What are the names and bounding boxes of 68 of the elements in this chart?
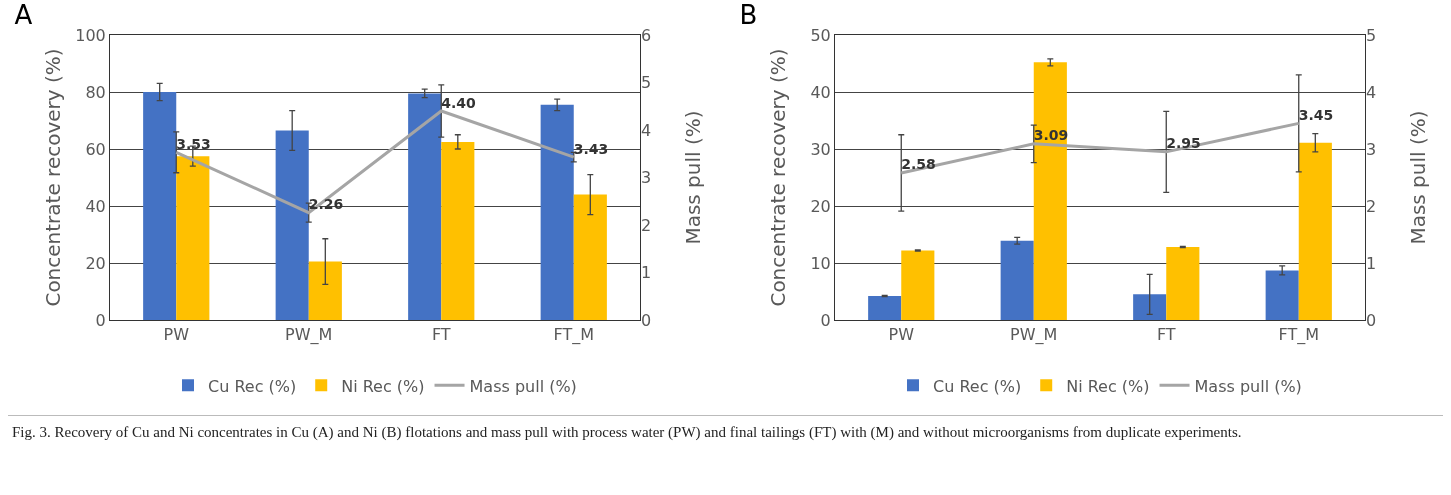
bar	[573, 194, 607, 320]
data-label: 3.45	[1298, 106, 1334, 123]
x-tick-label: FT	[431, 325, 451, 345]
y2-axis-title: Mass pull (%)	[1406, 110, 1430, 245]
bar	[901, 250, 935, 320]
x-tick-label: FT_M	[1278, 325, 1319, 346]
bar	[308, 261, 342, 320]
y-tick-label: 10	[810, 253, 831, 273]
data-label: 4.40	[441, 94, 477, 111]
y2-tick-label: 2	[641, 215, 652, 235]
bar	[1133, 294, 1167, 320]
y2-axis-title: Mass pull (%)	[681, 110, 705, 245]
y2-tick-label: 0	[1366, 310, 1377, 330]
y-tick-label: 60	[85, 139, 106, 159]
bar	[408, 93, 442, 320]
bar	[1033, 62, 1067, 320]
y2-tick-label: 2	[1366, 196, 1377, 216]
bar	[540, 104, 574, 320]
x-tick-label: FT	[1156, 325, 1176, 345]
y-tick-label: 20	[810, 196, 831, 216]
bar	[868, 296, 902, 320]
bar	[176, 156, 210, 320]
x-tick-label: PW	[163, 325, 190, 345]
y-axis-title: Concentrate recovery (%)	[41, 48, 65, 307]
y-tick-label: 50	[810, 25, 831, 45]
caption: Fig. 3. Recovery of Cu and Ni concentrates in Cu (A) and Ni (B) flotations and mass pull with process water (PW) and final tailings (FT) with (M) and without microorganisms from duplicate experiments.	[8, 415, 1443, 449]
legend-label: Cu Rec (%)	[208, 376, 297, 396]
legend-label: Mass pull (%)	[469, 376, 577, 396]
bar	[1166, 247, 1200, 320]
bar	[1265, 270, 1299, 320]
y-axis-title: Concentrate recovery (%)	[766, 48, 790, 307]
line-series	[899, 121, 1301, 175]
y2-tick-label: 6	[641, 25, 652, 45]
y2-tick-label: 3	[641, 168, 652, 188]
y-tick-label: 40	[85, 196, 106, 216]
legend-label: Mass pull (%)	[1194, 376, 1302, 396]
y2-tick-label: 4	[1366, 82, 1377, 102]
data-label: 2.58	[901, 156, 936, 173]
x-tick-label: FT_M	[553, 325, 594, 346]
y2-tick-label: 0	[641, 310, 652, 330]
x-tick-label: PW_M	[1010, 325, 1058, 346]
chart-title: A	[14, 0, 33, 31]
data-label: 3.53	[176, 135, 211, 152]
y2-tick-label: 5	[1366, 25, 1377, 45]
y-tick-label: 100	[75, 25, 106, 45]
bar	[441, 141, 475, 320]
chart-title: B	[739, 0, 758, 31]
y-tick-label: 30	[810, 139, 831, 159]
y2-tick-label: 1	[641, 263, 652, 283]
y2-tick-label: 1	[1366, 253, 1377, 273]
x-tick-label: PW_M	[285, 325, 333, 346]
y-tick-label: 20	[85, 253, 106, 273]
y-tick-label: 80	[85, 82, 106, 102]
y-tick-label: 0	[820, 310, 831, 330]
legend-label: Ni Rec (%)	[1066, 376, 1150, 396]
x-tick-label: PW	[888, 325, 915, 345]
bar	[1000, 240, 1034, 320]
bar	[143, 92, 177, 320]
y2-tick-label: 3	[1366, 139, 1377, 159]
bar	[1298, 142, 1332, 320]
y-tick-label: 0	[95, 310, 106, 330]
y-tick-label: 40	[810, 82, 831, 102]
bar	[275, 130, 309, 320]
y2-tick-label: 4	[641, 120, 652, 140]
legend-label: Ni Rec (%)	[341, 376, 425, 396]
data-label: 2.95	[1166, 135, 1201, 152]
legend-label: Cu Rec (%)	[933, 376, 1022, 396]
y2-tick-label: 5	[641, 73, 652, 93]
